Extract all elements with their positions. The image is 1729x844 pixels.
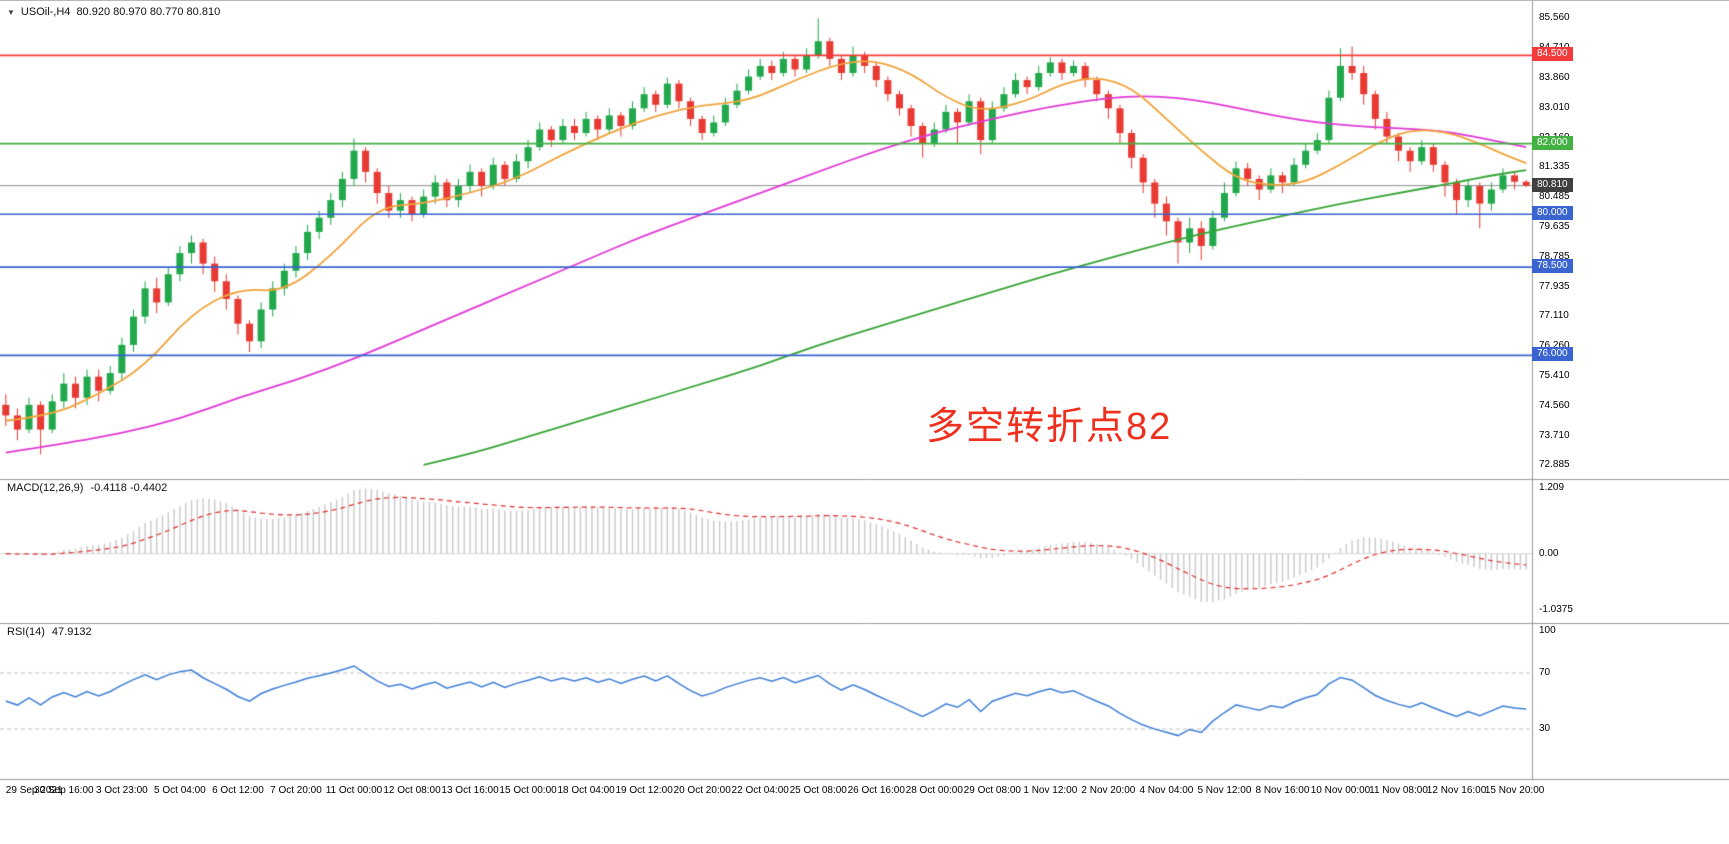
price-level-badge: 78.500: [1532, 259, 1573, 274]
macd-axis-label: 1.209: [1539, 482, 1565, 494]
date-axis-label: 15 Oct 00:00: [499, 785, 557, 796]
date-axis-label: 11 Nov 08:00: [1369, 785, 1428, 796]
rsi-axis-label: 30: [1539, 723, 1551, 734]
date-axis-label: 5 Oct 04:00: [154, 785, 206, 796]
date-axis-label: 29 Oct 08:00: [963, 785, 1021, 796]
price-axis-label: 83.010: [1539, 101, 1570, 113]
price-level-badge: 84.500: [1532, 47, 1573, 62]
date-axis-label: 30 Sep 16:00: [34, 785, 94, 796]
date-axis-label: 2 Nov 20:00: [1081, 785, 1136, 796]
date-axis-label: 26 Oct 16:00: [847, 785, 905, 796]
macd-name: MACD(12,26,9): [7, 482, 84, 494]
price-axis-label: 79.635: [1539, 221, 1570, 233]
date-axis-label: 19 Oct 12:00: [615, 785, 673, 796]
price-axis-label: 78.785: [1539, 251, 1570, 263]
date-axis-label: 29 Sep 2021: [5, 785, 63, 796]
macd-values: -0.4118 -0.4402: [90, 482, 168, 494]
price-axis-label: 83.860: [1539, 71, 1570, 83]
date-axis-label: 5 Nov 12:00: [1197, 785, 1252, 796]
price-axis-label: 81.335: [1539, 161, 1570, 173]
price-axis-label: 76.260: [1539, 340, 1570, 352]
date-axis-label: 4 Nov 04:00: [1139, 785, 1194, 796]
price-axis-label: 85.560: [1539, 11, 1570, 23]
price-axis-label: 77.110: [1539, 310, 1569, 322]
symbol-info-bar: ▼ USOil-,H4 80.920 80.970 80.770 80.810: [7, 6, 220, 18]
price-axis-label: 77.935: [1539, 281, 1570, 293]
date-axis-label: 28 Oct 00:00: [905, 785, 963, 796]
date-axis-label: 1 Nov 12:00: [1023, 785, 1078, 796]
price-axis-label: 73.710: [1539, 430, 1570, 442]
date-axis-label: 11 Oct 00:00: [325, 785, 383, 796]
date-axis-label: 13 Oct 16:00: [441, 785, 499, 796]
date-axis-label: 25 Oct 08:00: [789, 785, 847, 796]
price-level-badge: 82.000: [1532, 135, 1573, 150]
current-price-badge: 80.810: [1532, 177, 1573, 192]
date-axis-label: 8 Nov 16:00: [1255, 785, 1310, 796]
price-axis-label: 74.560: [1539, 400, 1570, 412]
date-axis-label: 12 Nov 16:00: [1426, 785, 1487, 796]
date-axis-label: 22 Oct 04:00: [731, 785, 789, 796]
price-axis-label: 80.485: [1539, 191, 1570, 203]
macd-axis-label: -1.0375: [1539, 603, 1573, 615]
date-axis-label: 7 Oct 20:00: [270, 785, 322, 796]
price-level-badge: 80.000: [1532, 206, 1573, 221]
date-axis-label: 18 Oct 04:00: [557, 785, 615, 796]
ohlc-values: 80.920 80.970 80.770 80.810: [76, 6, 221, 18]
rsi-value: 47.9132: [51, 626, 92, 638]
rsi-axis-label: 100: [1539, 625, 1556, 636]
date-axis[interactable]: 29 Sep 2021 30 Sep 16:00 3 Oct 23:00 5 Oct …: [0, 779, 1729, 807]
symbol-timeframe-label: USOil-,H4: [20, 6, 71, 18]
rsi-name: RSI(14): [7, 626, 45, 638]
price-axis[interactable]: 85.56084.71083.86083.01082.16081.33580.4…: [1532, 1, 1729, 781]
date-axis-label: 20 Oct 20:00: [673, 785, 731, 796]
rsi-indicator-label: RSI(14) 47.9132: [7, 626, 92, 638]
date-axis-label: 3 Oct 23:00: [96, 785, 148, 796]
date-axis-label: 12 Oct 08:00: [383, 785, 441, 796]
price-level-badge: 76.000: [1532, 347, 1573, 362]
date-axis-label: 10 Nov 00:00: [1310, 785, 1371, 796]
macd-indicator-label: MACD(12,26,9) -0.4118 -0.4402: [7, 482, 167, 494]
date-axis-label: 6 Oct 12:00: [212, 785, 264, 796]
rsi-axis-label: 70: [1539, 667, 1551, 678]
macd-axis-label: 0.00: [1539, 547, 1559, 559]
price-axis-label: 75.410: [1539, 370, 1570, 382]
date-axis-label: 15 Nov 20:00: [1484, 785, 1545, 796]
price-axis-label: 72.885: [1539, 459, 1570, 471]
collapse-arrow-icon[interactable]: ▼: [7, 7, 15, 17]
chart-annotation[interactable]: 多空转折点82: [926, 406, 1173, 448]
